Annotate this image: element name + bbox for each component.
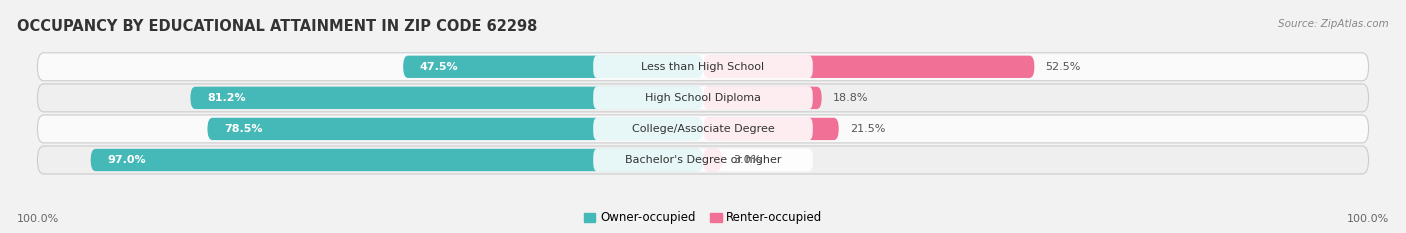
FancyBboxPatch shape <box>91 149 703 171</box>
FancyBboxPatch shape <box>593 117 813 140</box>
FancyBboxPatch shape <box>703 149 721 171</box>
Text: Source: ZipAtlas.com: Source: ZipAtlas.com <box>1278 19 1389 29</box>
Text: 18.8%: 18.8% <box>832 93 868 103</box>
Text: 97.0%: 97.0% <box>107 155 146 165</box>
Text: 52.5%: 52.5% <box>1046 62 1081 72</box>
FancyBboxPatch shape <box>593 55 813 78</box>
Text: Bachelor's Degree or higher: Bachelor's Degree or higher <box>624 155 782 165</box>
FancyBboxPatch shape <box>703 56 1035 78</box>
FancyBboxPatch shape <box>38 53 1368 81</box>
FancyBboxPatch shape <box>208 118 703 140</box>
Text: Less than High School: Less than High School <box>641 62 765 72</box>
Legend: Owner-occupied, Renter-occupied: Owner-occupied, Renter-occupied <box>579 206 827 229</box>
FancyBboxPatch shape <box>703 118 839 140</box>
Text: 100.0%: 100.0% <box>17 214 59 224</box>
Text: 78.5%: 78.5% <box>224 124 263 134</box>
Text: OCCUPANCY BY EDUCATIONAL ATTAINMENT IN ZIP CODE 62298: OCCUPANCY BY EDUCATIONAL ATTAINMENT IN Z… <box>17 19 537 34</box>
Text: 100.0%: 100.0% <box>1347 214 1389 224</box>
FancyBboxPatch shape <box>38 146 1368 174</box>
FancyBboxPatch shape <box>190 87 703 109</box>
Text: 47.5%: 47.5% <box>419 62 458 72</box>
Text: 21.5%: 21.5% <box>849 124 884 134</box>
Text: 3.0%: 3.0% <box>733 155 761 165</box>
FancyBboxPatch shape <box>404 56 703 78</box>
FancyBboxPatch shape <box>593 86 813 109</box>
FancyBboxPatch shape <box>38 115 1368 143</box>
Text: High School Diploma: High School Diploma <box>645 93 761 103</box>
FancyBboxPatch shape <box>593 148 813 171</box>
Text: 81.2%: 81.2% <box>207 93 246 103</box>
Text: College/Associate Degree: College/Associate Degree <box>631 124 775 134</box>
FancyBboxPatch shape <box>703 87 821 109</box>
FancyBboxPatch shape <box>38 84 1368 112</box>
